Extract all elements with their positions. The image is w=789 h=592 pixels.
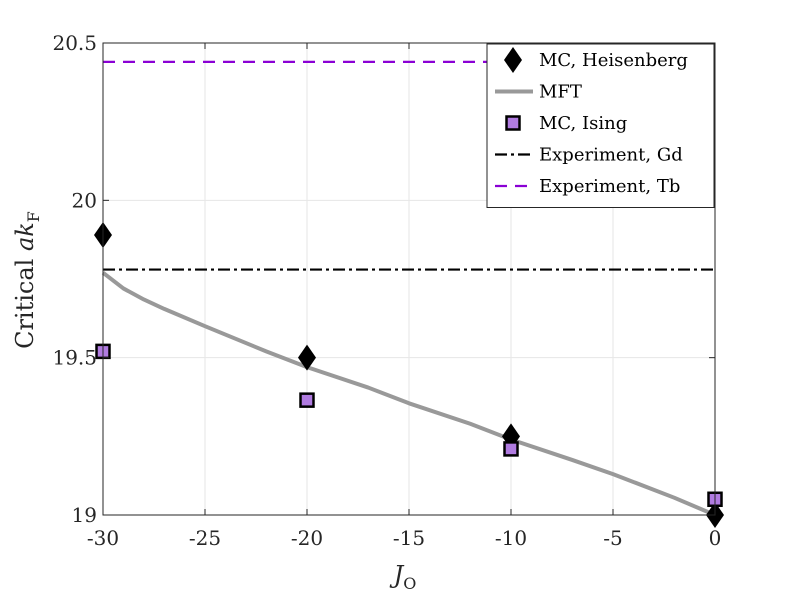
legend-swatch-mc-heisenberg [504, 47, 522, 73]
legend-label-experiment-tb: Experiment, Tb [539, 176, 680, 197]
x-tick-label: -15 [393, 526, 425, 550]
heisenberg-point [298, 344, 316, 371]
legend-label-experiment-gd: Experiment, Gd [539, 145, 683, 166]
ising-point [299, 392, 315, 408]
y-tick-label: 20.5 [52, 31, 97, 55]
mft-curve [101, 271, 716, 517]
tick-labels: -30 -25 -20 -15 -10 -5 0 19 19.5 20 20.5 [52, 31, 721, 550]
legend-label-mft: MFT [539, 82, 582, 103]
y-axis-label-subscript: F [24, 211, 43, 222]
x-tick-label: -25 [189, 526, 221, 550]
legend-box [486, 43, 715, 208]
y-tick-label: 20 [72, 188, 97, 212]
x-axis-label: JO [389, 561, 417, 592]
y-tick-label: 19.5 [52, 346, 97, 370]
y-axis-label: Critical akF [11, 211, 43, 349]
x-tick-label: -10 [495, 526, 527, 550]
legend: MC, Heisenberg MFT MC, Ising Experiment, Gd… [486, 43, 715, 208]
x-axis-label-subscript: O [403, 574, 416, 592]
y-tick-label: 19 [72, 503, 97, 527]
x-tick-label: -20 [291, 526, 323, 550]
legend-swatch-mc-ising [505, 115, 521, 131]
x-tick-label: 0 [709, 526, 722, 550]
x-tick-label: -5 [603, 526, 622, 550]
legend-label-mc-ising: MC, Ising [539, 113, 627, 134]
plot-data [94, 60, 724, 528]
ising-point [503, 441, 519, 457]
legend-label-mc-heisenberg: MC, Heisenberg [539, 50, 688, 71]
x-tick-label: -30 [87, 526, 119, 550]
